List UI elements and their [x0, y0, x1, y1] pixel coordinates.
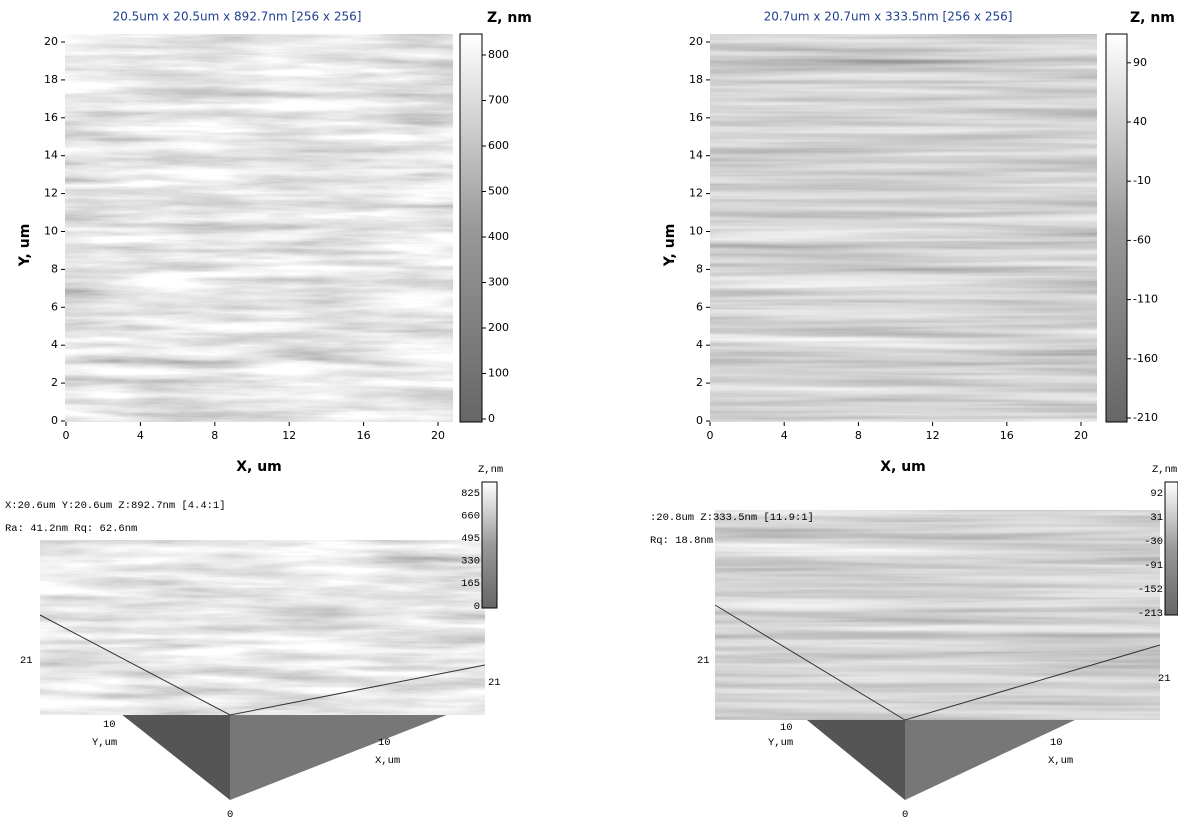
colorbar-tick-label: -60 — [1133, 233, 1151, 246]
y-tick-label: 4 — [696, 338, 703, 351]
colorbar — [482, 482, 497, 608]
colorbar-tick-label: -152 — [1138, 584, 1163, 596]
axis-label: 10 — [378, 737, 391, 749]
colorbar-tick-label: 90 — [1133, 56, 1147, 69]
axis-label: 10 — [103, 719, 116, 731]
colorbar-tick-label: 660 — [461, 510, 480, 522]
colorbar — [460, 34, 482, 422]
y-tick-label: 14 — [44, 149, 58, 162]
x-label: X, um — [236, 459, 282, 475]
colorbar-tick-label: 31 — [1150, 512, 1163, 524]
y-tick-label: 18 — [44, 73, 58, 86]
x-tick-label: 8 — [855, 429, 862, 442]
page: 20.5um x 20.5um x 892.7nm [256 x 256] 20… — [0, 0, 1178, 820]
y-label: Y, um — [662, 224, 678, 268]
y-tick-label: 16 — [44, 111, 58, 124]
colorbar-tick-label: 825 — [461, 488, 480, 500]
x-label: X, um — [880, 459, 926, 475]
colorbar-tick-label: 40 — [1133, 115, 1147, 128]
panel-title: 20.7um x 20.7um x 333.5nm [256 x 256] — [764, 10, 1013, 24]
colorbar — [1165, 482, 1178, 615]
colorbar-tick-label: 0 — [474, 601, 480, 613]
axis-label: Y,um — [768, 737, 793, 749]
x-tick-label: 12 — [926, 429, 940, 442]
colorbar-tick-label: -10 — [1133, 174, 1151, 187]
info: X:20.6um Y:20.6um Z:892.7nm [4.4:1] — [5, 500, 226, 512]
y-tick-label: 20 — [689, 35, 703, 48]
x-tick-label: 16 — [1000, 429, 1014, 442]
surface-3d — [715, 510, 1160, 800]
colorbar-tick-label: -30 — [1144, 536, 1163, 548]
axis-label: Y,um — [92, 737, 117, 749]
height-map — [710, 34, 1097, 422]
colorbar-tick-label: 800 — [488, 48, 509, 61]
x-tick-label: 20 — [431, 429, 445, 442]
y-tick-label: 12 — [44, 187, 58, 200]
y-tick-label: 6 — [51, 300, 58, 313]
info: Ra: 41.2nm Rq: 62.6nm — [5, 523, 137, 535]
y-tick-label: 8 — [696, 262, 703, 275]
y-tick-label: 8 — [51, 262, 58, 275]
x-tick-label: 4 — [137, 429, 144, 442]
x-tick-label: 20 — [1074, 429, 1088, 442]
colorbar-tick-label: -213 — [1138, 608, 1163, 620]
colorbar-tick-label: 165 — [461, 578, 480, 590]
axis-label: X,um — [375, 755, 400, 767]
axis-label: 21 — [1158, 673, 1171, 685]
colorbar-tick-label: 330 — [461, 556, 480, 568]
x-tick-label: 0 — [707, 429, 714, 442]
y-tick-label: 0 — [696, 414, 703, 427]
info: Rq: 18.8nm — [650, 535, 713, 547]
info: :20.8um Z:333.5nm [11.9:1] — [650, 512, 814, 524]
colorbar-tick-label: 0 — [488, 412, 495, 425]
colorbar-tick-label: -91 — [1144, 560, 1163, 572]
colorbar-tick-label: 400 — [488, 230, 509, 243]
axis-label: 21 — [697, 655, 710, 667]
colorbar-tick-label: -110 — [1133, 293, 1158, 306]
colorbar-tick-label: 100 — [488, 367, 509, 380]
axis-label: 0 — [902, 809, 908, 820]
axis-label: 21 — [488, 677, 501, 689]
panel-title: 20.5um x 20.5um x 892.7nm [256 x 256] — [113, 10, 362, 24]
height-map — [65, 34, 453, 422]
surface-3d — [40, 540, 485, 800]
x-tick-label: 12 — [282, 429, 296, 442]
axis-label: 10 — [780, 722, 793, 734]
colorbar-tick-label: -210 — [1133, 411, 1158, 424]
y-tick-label: 6 — [696, 300, 703, 313]
colorbar-tick-label: 600 — [488, 139, 509, 152]
colorbar-tick-label: 300 — [488, 276, 509, 289]
y-tick-label: 12 — [689, 187, 703, 200]
y-tick-label: 18 — [689, 73, 703, 86]
axis-label: 21 — [20, 655, 33, 667]
x-tick-label: 4 — [781, 429, 788, 442]
y-tick-label: 2 — [51, 376, 58, 389]
y-tick-label: 20 — [44, 35, 58, 48]
y-tick-label: 16 — [689, 111, 703, 124]
colorbar-label: Z,nm — [478, 464, 503, 476]
axis-label: 0 — [227, 809, 233, 820]
colorbar-tick-label: 500 — [488, 185, 509, 198]
y-label: Y, um — [17, 224, 33, 268]
colorbar-label: Z,nm — [1152, 464, 1177, 476]
colorbar-label: Z, nm — [1130, 10, 1175, 26]
axis-label: 10 — [1050, 737, 1063, 749]
colorbar-label: Z, nm — [487, 10, 532, 26]
colorbar — [1106, 34, 1127, 422]
colorbar-tick-label: 700 — [488, 94, 509, 107]
colorbar-tick-label: 200 — [488, 321, 509, 334]
y-tick-label: 14 — [689, 149, 703, 162]
y-tick-label: 10 — [44, 225, 58, 238]
y-tick-label: 10 — [689, 225, 703, 238]
axis-label: X,um — [1048, 755, 1073, 767]
y-tick-label: 0 — [51, 414, 58, 427]
colorbar-tick-label: 495 — [461, 533, 480, 545]
y-tick-label: 4 — [51, 338, 58, 351]
x-tick-label: 8 — [211, 429, 218, 442]
x-tick-label: 0 — [63, 429, 70, 442]
x-tick-label: 16 — [357, 429, 371, 442]
y-tick-label: 2 — [696, 376, 703, 389]
colorbar-tick-label: 92 — [1150, 488, 1163, 500]
colorbar-tick-label: -160 — [1133, 352, 1158, 365]
